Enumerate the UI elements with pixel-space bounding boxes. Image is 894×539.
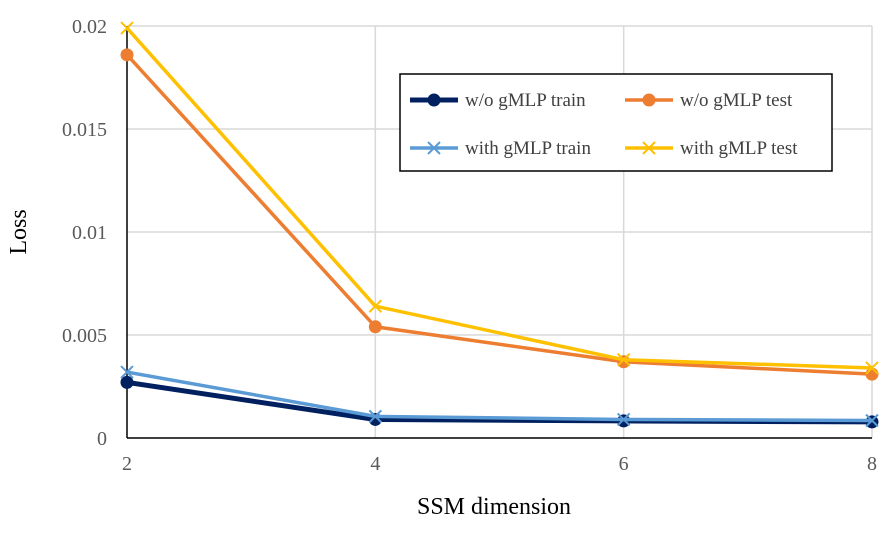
legend-label: with gMLP train (465, 138, 591, 159)
data-point (368, 299, 383, 313)
series-with-gmlp-test (120, 21, 879, 375)
series-line (126, 379, 873, 425)
series-line (125, 26, 873, 370)
data-point (865, 361, 879, 375)
data-point (368, 320, 382, 334)
series-with-gmlp-train (120, 365, 879, 428)
x-axis-label: SSM dimension (417, 494, 571, 520)
legend-marker (427, 93, 441, 107)
y-tick-label: 0.02 (72, 16, 107, 38)
data-point (865, 415, 879, 429)
y-tick-label: 0 (97, 428, 107, 450)
data-point (120, 375, 134, 389)
legend: w/o gMLP train w/o gMLP test with gMLP tra… (399, 73, 833, 172)
y-tick-label: 0.015 (62, 119, 107, 141)
legend-marker (427, 141, 441, 155)
data-point (616, 412, 631, 427)
legend-marker (642, 93, 656, 107)
data-point (120, 21, 134, 35)
data-point (865, 413, 879, 428)
legend-label: w/o gMLP train (465, 90, 586, 111)
data-point (865, 367, 879, 381)
y-tick-label: 0.005 (62, 325, 107, 347)
legend-marker (642, 141, 656, 155)
x-tick-label: 2 (122, 453, 132, 475)
data-point (616, 353, 631, 367)
legend-label: w/o gMLP test (680, 90, 793, 111)
series-line (126, 370, 873, 423)
series-line (125, 53, 873, 376)
data-point (368, 409, 383, 424)
y-tick-label: 0.01 (72, 222, 107, 244)
x-tick-label: 4 (370, 453, 380, 475)
data-point (120, 365, 134, 379)
data-point (120, 48, 134, 62)
legend-label: with gMLP test (680, 138, 798, 159)
x-tick-label: 8 (867, 453, 877, 475)
y-axis-label: Loss (6, 209, 32, 254)
x-tick-label: 6 (619, 453, 629, 475)
